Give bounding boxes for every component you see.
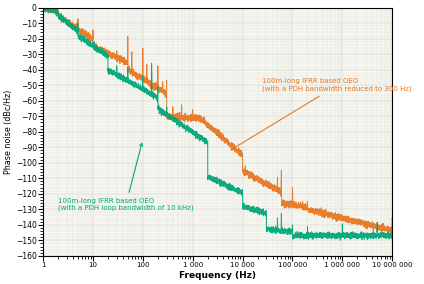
Text: 100m-long IFRR based OEO
(with a PDH bandwidth reduced to 300 Hz): 100m-long IFRR based OEO (with a PDH ban…	[231, 78, 412, 150]
X-axis label: Frequency (Hz): Frequency (Hz)	[179, 271, 256, 280]
Text: 100m-long IFRR based OEO
(with a PDH loop bandwidth of 10 kHz): 100m-long IFRR based OEO (with a PDH loo…	[58, 143, 194, 211]
Y-axis label: Phase noise (dBc/Hz): Phase noise (dBc/Hz)	[4, 89, 13, 174]
